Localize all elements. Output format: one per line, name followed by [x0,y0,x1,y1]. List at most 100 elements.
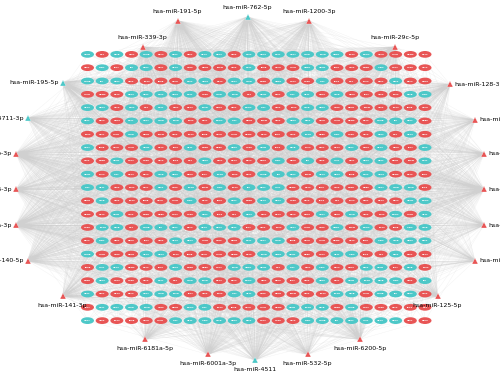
Ellipse shape [184,144,196,151]
Ellipse shape [418,158,432,164]
Ellipse shape [257,78,270,84]
Text: KEYL: KEYL [143,187,150,188]
Ellipse shape [374,224,388,231]
Text: IFHA: IFHA [275,134,281,135]
Ellipse shape [404,78,417,84]
Ellipse shape [110,251,124,257]
Text: KEYL: KEYL [202,120,208,122]
Text: NULL: NULL [143,67,150,68]
Ellipse shape [184,197,196,204]
Ellipse shape [81,251,94,257]
Ellipse shape [81,264,94,271]
Ellipse shape [286,278,300,284]
Ellipse shape [301,144,314,151]
Text: ACO1: ACO1 [84,320,91,321]
Text: NAM5: NAM5 [245,134,252,135]
Text: ACO1: ACO1 [143,120,150,122]
Text: SCAT: SCAT [128,120,134,122]
Ellipse shape [198,264,211,271]
Text: ELP3: ELP3 [407,307,414,308]
Ellipse shape [184,78,196,84]
Ellipse shape [286,171,300,178]
Text: INAB: INAB [260,67,267,68]
Ellipse shape [257,278,270,284]
Ellipse shape [228,317,240,324]
Text: DABF: DABF [216,147,223,148]
Ellipse shape [140,91,152,98]
Text: TSAD: TSAD [202,280,208,281]
Ellipse shape [360,158,373,164]
Ellipse shape [286,131,300,138]
Text: MST9: MST9 [348,267,355,268]
Ellipse shape [228,224,240,231]
Ellipse shape [242,197,256,204]
Ellipse shape [184,118,196,124]
Ellipse shape [316,304,329,310]
Text: KY13: KY13 [143,267,150,268]
Text: hsa-miR-6200-5p: hsa-miR-6200-5p [334,346,386,351]
Ellipse shape [96,144,108,151]
Text: ELT1: ELT1 [202,174,208,175]
Ellipse shape [257,304,270,310]
Text: SGEN: SGEN [202,147,208,148]
Text: VKAA: VKAA [319,174,326,175]
Ellipse shape [360,64,373,71]
Ellipse shape [140,51,152,58]
Ellipse shape [96,78,108,84]
Ellipse shape [228,197,240,204]
Text: SCAT: SCAT [246,67,252,68]
Text: VCCO: VCCO [202,254,208,255]
Ellipse shape [316,118,329,124]
Text: LTRH: LTRH [319,267,326,268]
Text: RTPS: RTPS [158,187,164,188]
Text: PTXS: PTXS [128,107,135,108]
Ellipse shape [198,171,211,178]
Text: AMBL: AMBL [246,267,252,268]
Ellipse shape [301,291,314,297]
Text: IFHA: IFHA [422,174,428,175]
Ellipse shape [81,304,94,310]
Text: MST9: MST9 [319,94,326,95]
Ellipse shape [301,158,314,164]
Text: INAB: INAB [202,134,208,135]
Text: KY13: KY13 [363,120,370,122]
Text: DPMI: DPMI [275,280,281,281]
Text: hsa-miR-130a-3p: hsa-miR-130a-3p [0,222,12,228]
Ellipse shape [404,171,417,178]
Ellipse shape [184,251,196,257]
Ellipse shape [81,184,94,191]
Text: CATR: CATR [392,240,399,241]
Ellipse shape [154,264,168,271]
Ellipse shape [330,317,344,324]
Ellipse shape [110,197,124,204]
Ellipse shape [418,291,432,297]
Ellipse shape [169,158,182,164]
Ellipse shape [242,251,256,257]
Text: TNKR: TNKR [98,227,105,228]
Text: SGEN: SGEN [84,280,91,281]
Text: SGEN: SGEN [348,187,355,188]
Ellipse shape [81,91,94,98]
Text: INAB: INAB [128,320,134,321]
Ellipse shape [169,237,182,244]
Text: DEKN: DEKN [172,307,179,308]
Ellipse shape [154,211,168,218]
Ellipse shape [316,251,329,257]
Text: VKAA: VKAA [172,67,179,68]
Text: GAYT: GAYT [84,120,91,122]
Ellipse shape [286,211,300,218]
Ellipse shape [110,304,124,310]
Text: DABF: DABF [319,134,326,135]
Ellipse shape [110,91,124,98]
Ellipse shape [330,251,344,257]
Text: RRAS: RRAS [422,254,428,255]
Ellipse shape [242,78,256,84]
Text: NULL: NULL [348,320,355,321]
Ellipse shape [213,104,226,111]
Text: TSAD: TSAD [260,254,267,255]
Ellipse shape [345,118,358,124]
Ellipse shape [110,291,124,297]
Ellipse shape [272,171,285,178]
Text: NFMB: NFMB [142,54,150,55]
Ellipse shape [418,317,432,324]
